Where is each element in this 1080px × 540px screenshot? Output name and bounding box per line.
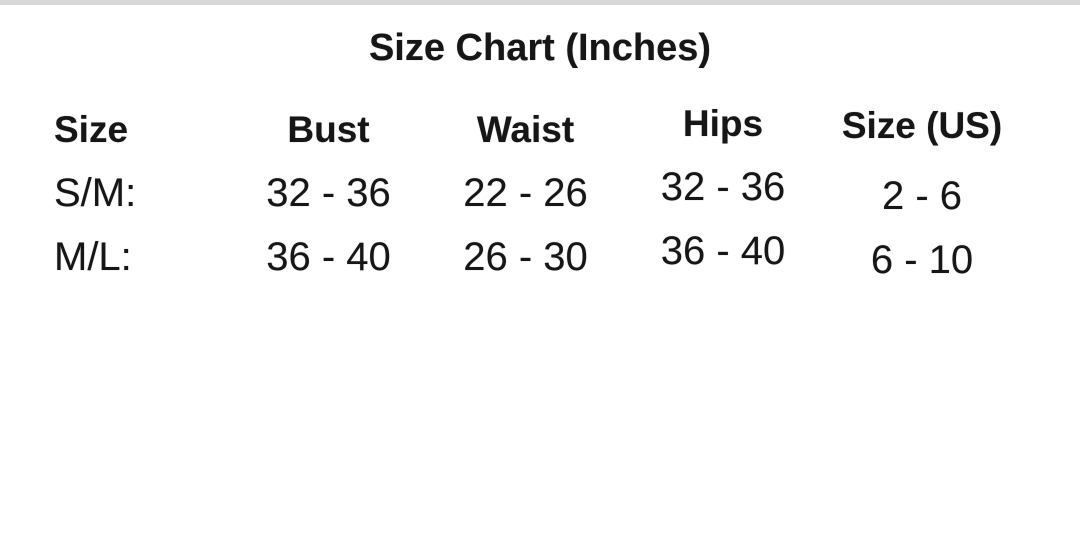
top-border-strip [0, 0, 1080, 5]
row-ml-hips-value: 36 - 40 [660, 229, 786, 273]
row-ml-size-us-value: 6 - 10 [870, 238, 974, 282]
row-sm-waist-value: 22 - 26 [463, 171, 588, 215]
row-ml-waist-value: 26 - 30 [463, 235, 588, 279]
row-sm-size-us-value: 2 - 6 [881, 174, 963, 218]
col-header-bust: Bust [287, 109, 370, 150]
col-header-waist: Waist [476, 109, 575, 150]
size-chart-table: Size Bust Waist Hips Size (US) S/M: 32 -… [0, 103, 1080, 299]
row-sm-hips-value: 32 - 36 [660, 165, 786, 209]
row-ml-label: M/L: [54, 235, 132, 279]
size-chart-title: Size Chart (Inches) [368, 27, 712, 69]
row-sm-label: S/M: [54, 171, 137, 215]
row-sm-bust-value: 32 - 36 [266, 171, 391, 215]
col-header-hips: Hips [682, 103, 764, 144]
col-header-size-us: Size (US) [841, 105, 1003, 146]
col-header-size: Size [54, 109, 129, 150]
row-ml-bust-value: 36 - 40 [266, 235, 391, 279]
